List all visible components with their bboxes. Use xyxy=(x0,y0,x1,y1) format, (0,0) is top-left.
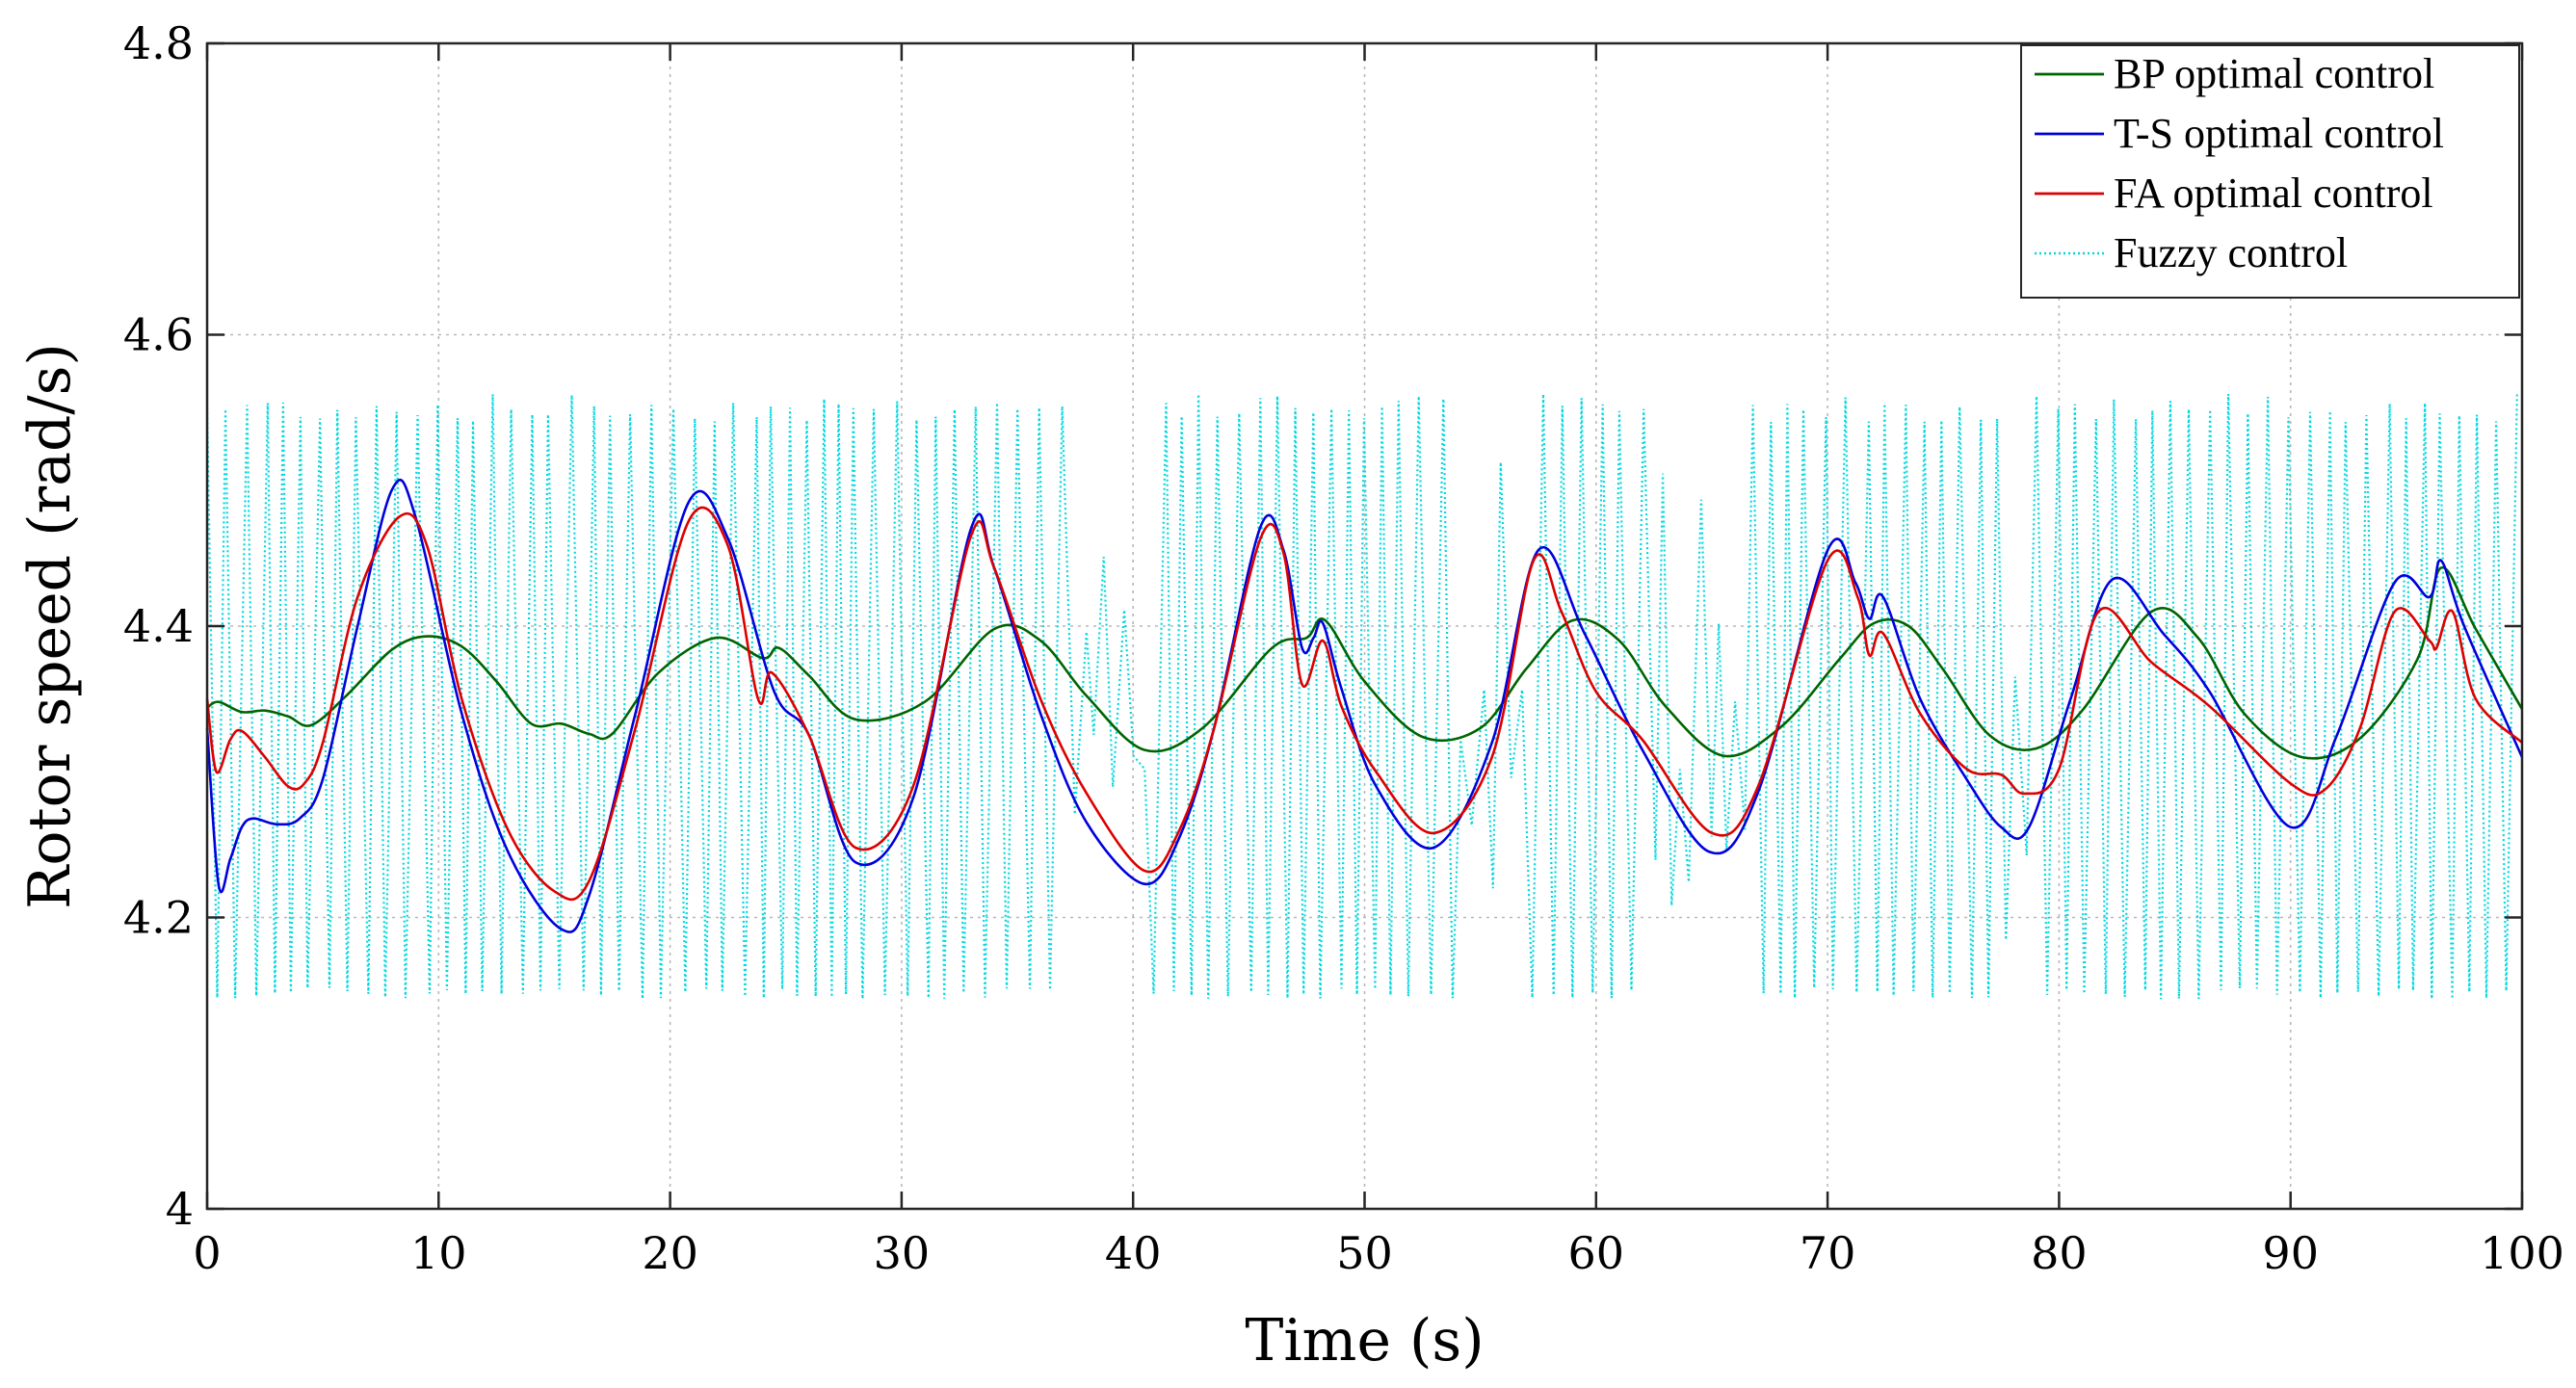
x-tick-label: 30 xyxy=(874,1227,931,1279)
y-tick-label: 4.4 xyxy=(123,600,194,652)
y-tick-labels: 4 4.2 4.4 4.6 4.8 xyxy=(123,17,194,1235)
y-tick-label: 4.6 xyxy=(123,309,194,361)
legend-label-fa-optimal-control: FA optimal control xyxy=(2114,170,2433,217)
x-tick-label: 10 xyxy=(410,1227,467,1279)
x-tick-label: 40 xyxy=(1105,1227,1162,1279)
x-tick-label: 80 xyxy=(2031,1227,2088,1279)
x-tick-label: 50 xyxy=(1336,1227,1393,1279)
x-tick-label: 100 xyxy=(2480,1227,2564,1279)
x-tick-label: 20 xyxy=(642,1227,698,1279)
fuzzy-series-group xyxy=(205,393,2518,1000)
tick-marks xyxy=(205,41,2524,1211)
y-tick-label: 4 xyxy=(166,1183,194,1235)
y-tick-label: 4.8 xyxy=(123,17,194,69)
legend-label-t-s-optimal-control: T-S optimal control xyxy=(2114,110,2444,157)
legend-box xyxy=(2020,44,2520,299)
x-tick-label: 0 xyxy=(193,1227,221,1279)
x-tick-labels: 0 10 20 30 40 50 60 70 80 90 100 xyxy=(193,1227,2564,1279)
fa-optimal-control-line xyxy=(205,506,2523,902)
x-axis-title: Time (s) xyxy=(1245,1307,1484,1375)
legend: BP optimal control T-S optimal control FA … xyxy=(2020,44,2520,299)
fuzzy-control-line xyxy=(205,393,2518,1000)
y-axis-title: Rotor speed (rad/s) xyxy=(16,343,84,909)
x-tick-label: 60 xyxy=(1568,1227,1625,1279)
bp-optimal-control-line xyxy=(206,566,2524,760)
x-tick-label: 90 xyxy=(2262,1227,2319,1279)
legend-label-bp-optimal-control: BP optimal control xyxy=(2114,50,2434,97)
line-series-group xyxy=(205,478,2524,933)
x-tick-label: 70 xyxy=(1800,1227,1856,1279)
y-tick-label: 4.2 xyxy=(123,892,194,944)
legend-label-fuzzy-control: Fuzzy control xyxy=(2114,229,2348,276)
